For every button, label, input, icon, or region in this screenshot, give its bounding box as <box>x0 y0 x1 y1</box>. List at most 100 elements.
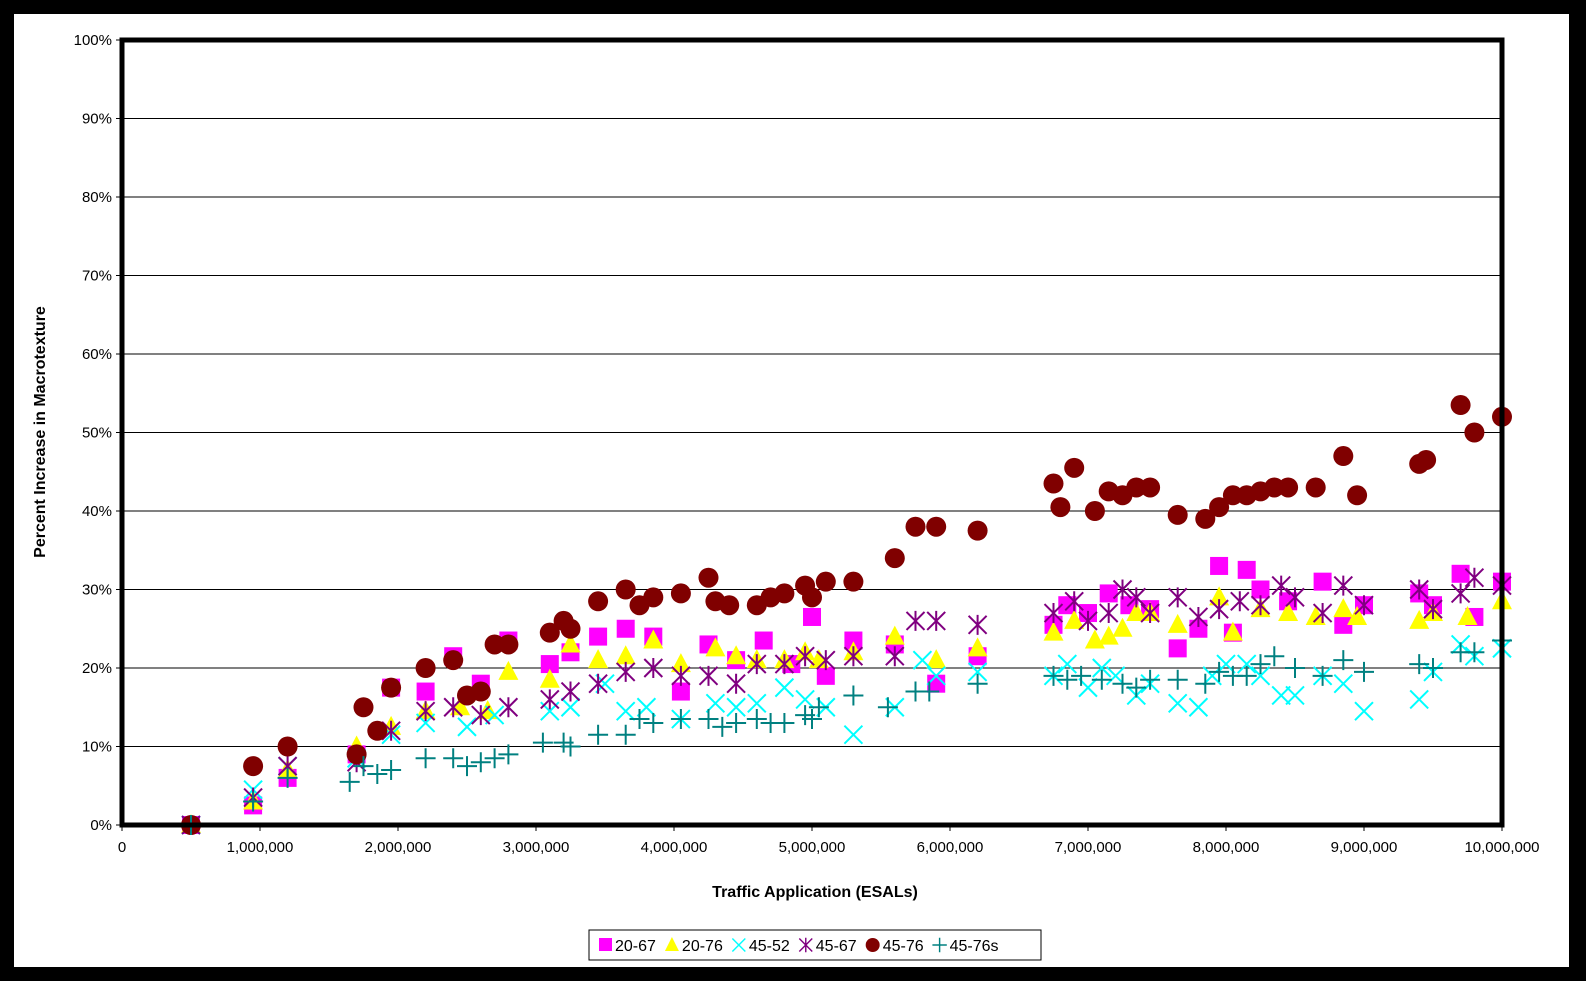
data-point <box>1209 497 1230 518</box>
data-point <box>243 791 264 812</box>
data-point <box>1409 689 1429 710</box>
marker-stroke <box>1188 606 1209 627</box>
data-point <box>726 712 747 733</box>
marker-stroke <box>1209 661 1230 682</box>
y-tick-label: 20% <box>82 660 112 677</box>
data-points <box>181 395 1512 835</box>
y-tick-label: 10% <box>82 739 112 756</box>
data-point <box>754 631 773 650</box>
data-point <box>1064 591 1084 612</box>
data-point <box>1195 673 1216 694</box>
marker-stroke <box>615 701 636 721</box>
data-point <box>843 571 864 592</box>
data-point <box>1236 654 1257 674</box>
data-point <box>1091 669 1112 690</box>
marker-stroke <box>1409 689 1429 710</box>
legend-marker <box>865 938 880 952</box>
data-point <box>1264 477 1285 498</box>
y-tick-label: 70% <box>82 268 112 285</box>
data-point <box>844 631 863 650</box>
marker-stroke <box>1409 654 1430 675</box>
data-point <box>1167 693 1188 714</box>
data-point <box>1112 579 1133 600</box>
marker-stroke <box>560 736 581 757</box>
marker-stroke <box>1333 673 1354 694</box>
data-point <box>1312 603 1333 624</box>
data-point <box>643 712 664 733</box>
y-axis-title: Percent Increase in Macrotexture <box>32 306 49 558</box>
y-tick-label: 80% <box>82 189 112 206</box>
marker-stroke <box>615 661 636 682</box>
data-point <box>498 744 519 765</box>
marker-stroke <box>588 673 608 694</box>
data-point <box>1416 449 1437 470</box>
data-point <box>457 717 477 737</box>
data-point <box>539 622 560 643</box>
data-point <box>1457 605 1478 625</box>
data-point <box>1333 650 1354 671</box>
data-point <box>802 709 822 730</box>
data-point <box>1043 473 1064 494</box>
legend-label: 45-67 <box>816 938 857 955</box>
data-point <box>1237 560 1256 579</box>
data-point <box>1285 658 1305 678</box>
marker-stroke <box>1140 603 1160 624</box>
y-tick-label: 90% <box>82 111 112 128</box>
legend-item-45-67: 45-67 <box>798 937 857 955</box>
data-point <box>670 583 691 604</box>
marker-stroke <box>1043 603 1064 624</box>
marker-stroke <box>443 748 464 769</box>
marker-stroke <box>1354 661 1374 682</box>
data-point <box>540 689 560 710</box>
data-point <box>540 655 559 674</box>
marker-stroke <box>484 748 505 769</box>
marker-stroke <box>1209 599 1229 620</box>
data-point <box>967 520 988 541</box>
marker-stroke <box>498 744 519 765</box>
data-point <box>416 682 435 701</box>
data-point <box>1126 677 1147 698</box>
data-point <box>615 701 636 721</box>
y-tick-label: 40% <box>82 503 112 520</box>
data-point <box>803 607 821 626</box>
data-point <box>1050 497 1071 518</box>
marker-stroke <box>484 705 505 725</box>
marker-stroke <box>588 724 609 745</box>
data-point <box>457 756 477 777</box>
marker-stroke <box>1285 685 1305 706</box>
data-point <box>560 633 581 653</box>
data-point <box>1250 654 1271 675</box>
data-point <box>1305 605 1326 625</box>
data-point <box>443 748 464 769</box>
data-point <box>1210 556 1229 575</box>
data-point <box>1333 673 1354 694</box>
marker-stroke <box>1464 642 1485 663</box>
data-point <box>484 748 505 769</box>
data-point <box>353 697 374 718</box>
marker-stroke <box>1423 658 1443 678</box>
data-point <box>1064 457 1085 478</box>
data-point <box>1209 599 1229 620</box>
data-point <box>1126 477 1147 498</box>
data-point <box>1099 584 1118 603</box>
marker-stroke <box>747 693 767 714</box>
marker-stroke <box>1264 646 1285 667</box>
data-point <box>1222 485 1243 506</box>
data-point <box>1236 665 1257 686</box>
data-point <box>615 724 636 745</box>
data-point <box>381 677 402 698</box>
y-axis-ticks: 0% 10% 20% 30% 40% 50% 60% 70% 80% 90% 100% <box>74 32 122 834</box>
data-point <box>1354 595 1374 616</box>
data-point <box>726 673 746 694</box>
marker-stroke <box>926 610 946 631</box>
y-tick-label: 30% <box>82 582 112 599</box>
data-point <box>443 650 464 671</box>
data-point <box>415 701 436 722</box>
marker-stroke <box>532 732 553 753</box>
data-point <box>1451 564 1470 583</box>
data-point <box>1305 477 1326 498</box>
data-point <box>816 666 835 685</box>
data-point <box>277 736 298 757</box>
marker-stroke <box>471 705 491 726</box>
data-point <box>615 579 636 600</box>
